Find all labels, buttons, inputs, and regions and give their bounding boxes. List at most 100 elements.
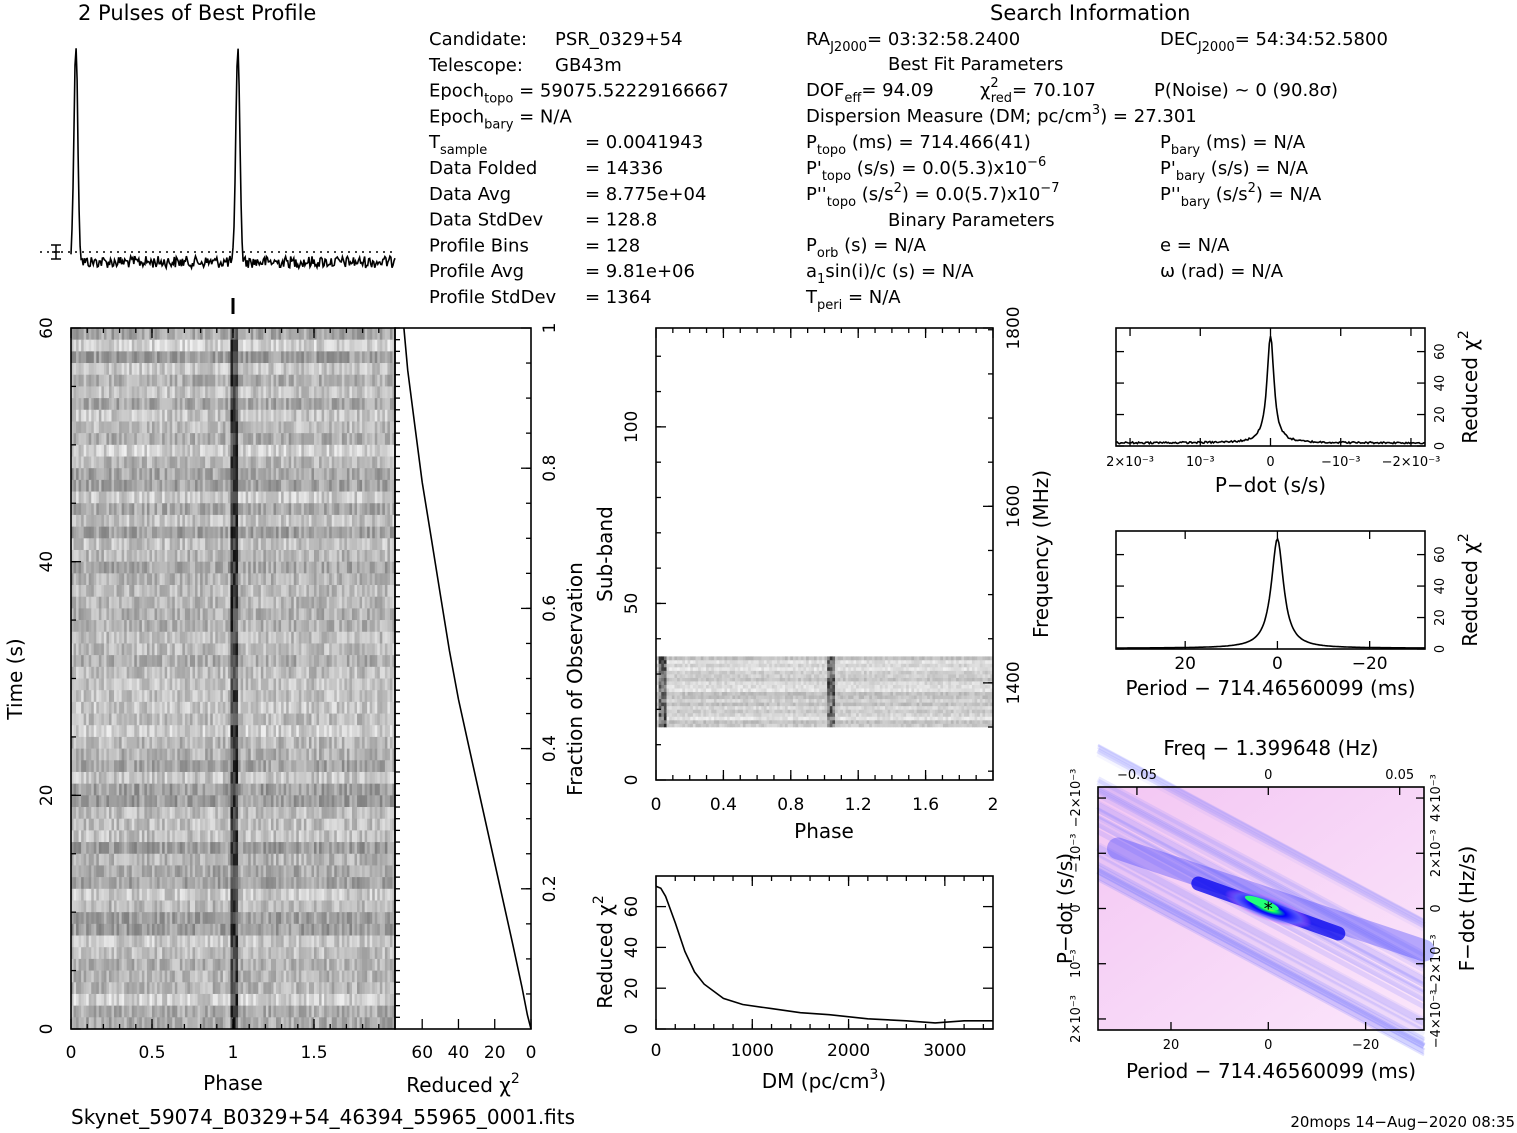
heatmap-cell: [205, 468, 209, 481]
heatmap-cell: [281, 701, 285, 714]
heatmap-cell: [286, 701, 290, 714]
heatmap-cell: [96, 585, 100, 598]
heatmap-cell: [319, 666, 322, 679]
heatmap-cell: [245, 631, 249, 644]
heatmap-cell: [200, 363, 204, 376]
heatmap-cell: [81, 386, 85, 399]
heatmap-cell: [119, 561, 123, 574]
heatmap-cell: [227, 596, 231, 609]
heatmap-cell: [382, 374, 386, 387]
heatmap-cell: [276, 690, 279, 703]
heatmap-cell: [357, 339, 360, 352]
heatmap-cell: [202, 678, 206, 691]
heatmap-cell: [276, 585, 279, 598]
heatmap-cell: [172, 526, 176, 539]
heatmap-cell: [187, 608, 191, 621]
heatmap-cell: [359, 713, 363, 726]
heatmap-cell: [283, 585, 287, 598]
heatmap-cell: [195, 514, 198, 527]
heatmap-cell: [146, 538, 150, 551]
heatmap-cell: [106, 678, 110, 691]
heatmap-cell: [169, 549, 173, 562]
heatmap-cell: [303, 479, 307, 492]
heatmap-cell: [134, 503, 138, 516]
heatmap-cell: [240, 561, 244, 574]
heatmap-cell: [263, 421, 267, 434]
heatmap-cell: [131, 561, 135, 574]
heatmap-cell: [207, 421, 211, 434]
heatmap-cell: [159, 421, 163, 434]
heatmap-cell: [141, 760, 145, 773]
heatmap-cell: [103, 538, 107, 551]
heatmap-cell: [240, 456, 244, 469]
heatmap-cell: [116, 713, 120, 726]
heatmap-cell: [250, 339, 254, 352]
heatmap-cell: [192, 421, 196, 434]
heatmap-cell: [230, 526, 234, 539]
heatmap-cell: [189, 666, 193, 679]
heatmap-cell: [91, 386, 95, 399]
heatmap-cell: [83, 678, 87, 691]
heatmap-cell: [250, 725, 254, 738]
heatmap-cell: [296, 433, 300, 446]
heatmap-cell: [255, 468, 259, 481]
heatmap-cell: [245, 328, 249, 340]
heatmap-cell: [291, 748, 295, 761]
heatmap-cell: [387, 456, 391, 469]
heatmap-cell: [351, 666, 355, 679]
heatmap-cell: [233, 713, 236, 726]
heatmap-cell: [88, 409, 92, 422]
heatmap-cell: [346, 725, 350, 738]
heatmap-cell: [240, 363, 244, 376]
heatmap-cell: [263, 526, 267, 539]
heatmap-cell: [96, 643, 100, 656]
heatmap-cell: [344, 409, 348, 422]
heatmap-cell: [177, 526, 181, 539]
heatmap-cell: [146, 409, 150, 422]
heatmap-cell: [81, 351, 85, 364]
heatmap-cell: [303, 456, 307, 469]
heatmap-cell: [93, 514, 97, 527]
heatmap-cell: [217, 631, 221, 644]
heatmap-cell: [71, 444, 74, 457]
heatmap-cell: [225, 608, 229, 621]
heatmap-cell: [255, 608, 259, 621]
heatmap-cell: [270, 771, 274, 784]
heatmap-cell: [248, 468, 252, 481]
heatmap-cell: [167, 351, 171, 364]
heatmap-cell: [222, 561, 226, 574]
heatmap-cell: [207, 328, 211, 340]
heatmap-cell: [321, 386, 325, 399]
heatmap-cell: [384, 351, 388, 364]
heatmap-cell: [177, 538, 181, 551]
heatmap-cell: [134, 351, 138, 364]
heatmap-cell: [311, 503, 315, 516]
heatmap-cell: [235, 585, 239, 598]
heatmap-cell: [341, 713, 345, 726]
heatmap-cell: [162, 409, 166, 422]
heatmap-cell: [195, 421, 198, 434]
heatmap-cell: [114, 374, 117, 387]
heatmap-cell: [116, 479, 120, 492]
heatmap-cell: [136, 328, 140, 340]
heatmap-cell: [200, 433, 204, 446]
heatmap-cell: [281, 596, 285, 609]
heatmap-cell: [167, 678, 171, 691]
heatmap-cell: [154, 351, 158, 364]
heatmap-cell: [374, 678, 378, 691]
heatmap-cell: [367, 678, 371, 691]
heatmap-cell: [369, 374, 373, 387]
heatmap-cell: [311, 678, 315, 691]
heatmap-cell: [314, 398, 317, 411]
heatmap-cell: [152, 503, 155, 516]
heatmap-cell: [86, 409, 90, 422]
heatmap-cell: [354, 409, 358, 422]
heatmap-cell: [96, 561, 100, 574]
heatmap-cell: [344, 444, 348, 457]
heatmap-cell: [296, 503, 300, 516]
heatmap-cell: [154, 573, 158, 586]
heatmap-cell: [369, 585, 373, 598]
heatmap-cell: [298, 620, 302, 633]
heatmap-cell: [83, 444, 87, 457]
heatmap-cell: [141, 491, 145, 504]
